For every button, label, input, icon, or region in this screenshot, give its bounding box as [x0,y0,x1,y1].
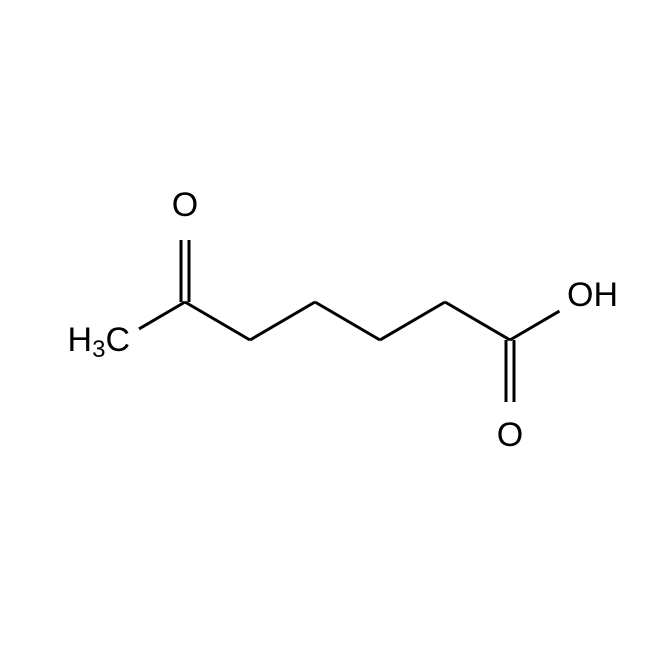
chemical-structure-diagram: H3COOOH [0,0,650,650]
atom-label-O7a: O [497,416,523,454]
atom-label-O2: O [172,186,198,224]
atom-label-O7b: OH [567,276,618,314]
